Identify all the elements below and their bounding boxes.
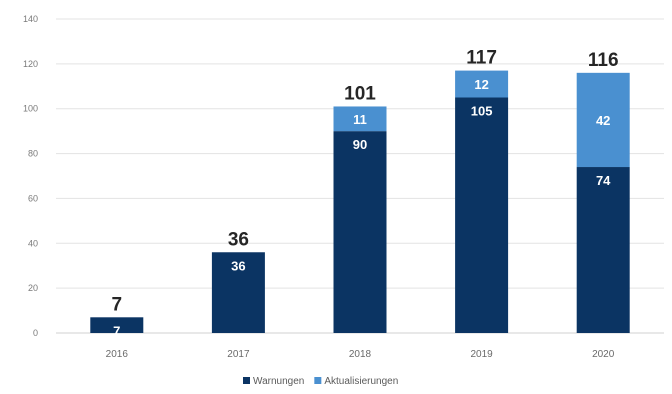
bar-segment-warnungen-2018 (333, 131, 387, 333)
x-tick-label: 2020 (592, 349, 615, 360)
bar-segment-warnungen-2016 (90, 317, 144, 333)
bar-value-label: 12 (474, 77, 488, 92)
bar-total-label: 101 (344, 83, 376, 104)
y-tick-label: 80 (28, 149, 38, 159)
bar-value-label: 7 (113, 323, 120, 338)
bar-value-label: 36 (231, 258, 245, 273)
legend-swatch-warnungen (243, 377, 250, 384)
legend-label-warnungen: Warnungen (253, 376, 304, 387)
bar-value-label: 42 (596, 113, 610, 128)
y-tick-label: 120 (23, 59, 38, 69)
y-tick-label: 40 (28, 238, 38, 248)
y-axis-tick-labels: 0 20 40 60 80 100 120 140 (23, 14, 38, 338)
bar-value-label: 105 (471, 104, 493, 119)
bar-total-label: 117 (466, 48, 497, 69)
bar-value-label: 90 (353, 137, 367, 152)
bar-value-label: 11 (353, 112, 367, 127)
y-tick-label: 140 (23, 14, 38, 24)
bar-total-label: 36 (228, 229, 249, 250)
y-tick-label: 100 (23, 104, 38, 114)
legend-swatch-aktualisierungen (314, 377, 322, 384)
bar-total-label: 7 (112, 294, 123, 315)
bars (90, 70, 630, 333)
bar-segment-warnungen-2017 (211, 252, 265, 333)
legend: Warnungen Aktualisierungen (243, 376, 398, 387)
bar-segment-aktualisierungen-2020 (576, 72, 630, 168)
x-tick-label: 2016 (106, 349, 129, 360)
bar-segment-warnungen-2020 (576, 167, 630, 333)
x-tick-label: 2018 (349, 349, 372, 360)
data-labels: 7 7 36 36 90 11 101 105 12 117 74 42 116 (112, 48, 619, 339)
legend-label-aktualisierungen: Aktualisierungen (324, 376, 398, 387)
y-tick-label: 60 (28, 193, 38, 203)
y-tick-label: 0 (33, 328, 38, 338)
bar-segment-warnungen-2019 (455, 97, 509, 333)
x-axis-tick-labels: 2016 2017 2018 2019 2020 (106, 349, 615, 360)
x-tick-label: 2019 (470, 349, 493, 360)
bar-value-label: 74 (596, 173, 611, 188)
y-tick-label: 20 (28, 283, 38, 293)
bar-segment-aktualisierungen-2018 (333, 106, 387, 132)
x-tick-label: 2017 (227, 349, 250, 360)
bar-segment-aktualisierungen-2019 (455, 70, 509, 98)
bar-total-label: 116 (588, 50, 619, 71)
